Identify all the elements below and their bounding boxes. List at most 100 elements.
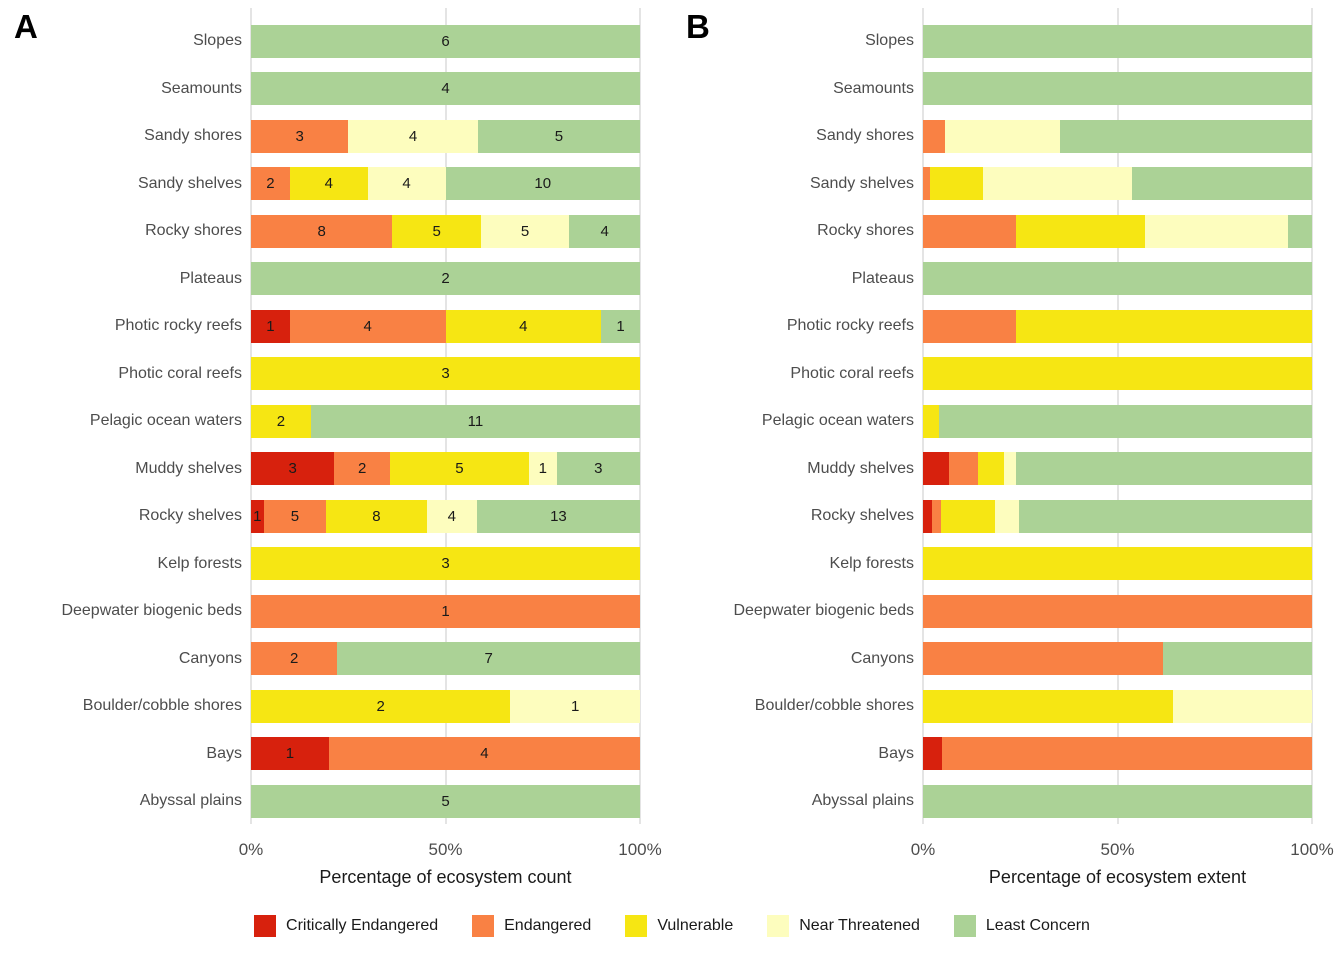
segment-value-label: 4: [324, 175, 333, 192]
category-label-boulder-cobble-shores: Boulder/cobble shores: [82, 697, 242, 714]
category-label-abyssal-plains: Abyssal plains: [811, 792, 914, 809]
bar-segment-near-threatened: 4: [367, 167, 446, 200]
segment-value-label: 5: [441, 792, 450, 810]
x-tick-label: 0%: [910, 840, 936, 859]
gridline: [1311, 8, 1313, 824]
category-label-kelp-forests: Kelp forests: [829, 554, 914, 572]
bar-segment-least-concern: [1059, 119, 1312, 153]
bar-segment-endangered: [949, 452, 978, 485]
bar-segment-least-concern: [1163, 642, 1312, 675]
bar-segment-near-threatened: [982, 167, 1132, 200]
bar-segment-near-threatened: 5: [480, 214, 570, 248]
bar-segment-vulnerable: [923, 357, 1312, 390]
bar-segment-critically-endangered: [923, 452, 950, 485]
bar-segment-endangered: 4: [289, 309, 446, 343]
bar-segment-critically-endangered: 1: [251, 499, 264, 533]
category-label-photic-coral-reefs: Photic coral reefs: [118, 364, 242, 382]
category-label-deepwater-biogenic-beds: Deepwater biogenic beds: [733, 602, 914, 619]
segment-value-label: 3: [288, 460, 297, 477]
bar-row-photic-rocky-reefs: 1 4 4 1: [251, 309, 640, 343]
category-label-seamounts: Seamounts: [161, 79, 242, 97]
segment-value-label: 2: [441, 270, 450, 287]
legend-item-vulnerable: Vulnerable: [625, 915, 733, 937]
bar-row-canyons: [923, 642, 1312, 675]
bar-segment-least-concern: [1131, 167, 1312, 200]
bar-segment-vulnerable: 5: [389, 452, 529, 485]
bar-row-kelp-forests: [923, 547, 1312, 580]
bar-segment-critically-endangered: [923, 737, 943, 770]
bar-segment-least-concern: 1: [601, 309, 640, 343]
segment-value-label: 7: [484, 650, 493, 667]
category-label-muddy-shelves: Muddy shelves: [807, 459, 914, 477]
segment-value-label: 5: [554, 127, 564, 145]
segment-value-label: 1: [441, 602, 450, 620]
x-tick-label: 100%: [1290, 840, 1334, 859]
x-tick-label: 50%: [1100, 840, 1135, 859]
segment-value-label: 2: [266, 175, 275, 192]
category-label-photic-rocky-reefs: Photic rocky reefs: [114, 317, 242, 334]
gridline: [639, 8, 641, 824]
legend-label: Endangered: [504, 917, 592, 934]
segment-value-label: 2: [376, 697, 385, 715]
bar-segment-near-threatened: [1173, 689, 1312, 723]
bar-segment-least-concern: 7: [337, 642, 640, 675]
bar-segment-endangered: [923, 594, 1312, 628]
segment-value-label: 1: [253, 507, 262, 525]
bar-row-rocky-shores: [923, 214, 1313, 248]
bar-segment-vulnerable: [923, 404, 939, 438]
segment-value-label: 4: [363, 317, 372, 335]
bar-segment-least-concern: 2: [251, 262, 640, 295]
bar-row-photic-coral-reefs: [923, 357, 1312, 390]
bar-row-photic-rocky-reefs: [923, 309, 1312, 343]
bar-segment-vulnerable: 2: [251, 689, 511, 723]
panel-a-letter: A: [14, 8, 38, 45]
legend-item-endangered: Endangered: [472, 915, 591, 937]
bar-segment-vulnerable: 2: [251, 404, 311, 438]
category-label-rocky-shores: Rocky shores: [817, 222, 914, 239]
legend: Critically Endangered Endangered Vulnerabl…: [0, 915, 1344, 937]
bar-segment-least-concern: [1019, 499, 1313, 533]
legend-item-near-threatened: Near Threatened: [767, 915, 920, 937]
category-label-slopes: Slopes: [865, 32, 914, 49]
segment-value-label: 11: [467, 412, 484, 430]
category-label-photic-rocky-reefs: Photic rocky reefs: [786, 317, 914, 334]
bar-segment-vulnerable: [1015, 309, 1312, 343]
segment-value-label: 1: [266, 317, 275, 335]
bar-segment-vulnerable: 8: [326, 499, 427, 533]
bar-segment-least-concern: 5: [477, 119, 640, 153]
segment-value-label: 5: [455, 460, 464, 477]
bar-segment-near-threatened: [1144, 214, 1289, 248]
bar-segment-vulnerable: [977, 452, 1004, 485]
category-label-plateaus: Plateaus: [179, 269, 242, 287]
bar-segment-near-threatened: [995, 499, 1020, 533]
bar-segment-endangered: [923, 309, 1016, 343]
segment-value-label: 5: [520, 222, 530, 240]
category-label-rocky-shores: Rocky shores: [145, 222, 242, 239]
bar-row-muddy-shelves: [923, 452, 1312, 485]
bar-segment-vulnerable: [930, 167, 983, 200]
bar-row-seamounts: 4: [251, 72, 640, 105]
category-label-sandy-shelves: Sandy shelves: [809, 174, 914, 192]
bar-segment-endangered: 4: [328, 737, 640, 770]
segment-value-label: 13: [550, 507, 567, 525]
segment-value-label: 1: [570, 697, 580, 715]
segment-value-label: 4: [480, 745, 489, 762]
legend-label: Vulnerable: [657, 917, 734, 934]
bar-segment-endangered: [923, 214, 1016, 248]
bar-row-seamounts: [923, 72, 1312, 105]
category-label-muddy-shelves: Muddy shelves: [135, 459, 242, 477]
x-tick-label: 0%: [238, 840, 264, 859]
bar-row-bays: [923, 737, 1312, 770]
segment-value-label: 6: [441, 32, 450, 50]
segment-value-label: 5: [290, 507, 300, 525]
bar-segment-least-concern: [923, 72, 1312, 105]
category-label-rocky-shelves: Rocky shelves: [138, 507, 242, 524]
panel-b-letter: B: [686, 8, 710, 45]
segment-value-label: 1: [285, 745, 295, 762]
bar-row-plateaus: 2: [251, 262, 640, 295]
segment-value-label: 5: [432, 222, 441, 240]
bar-segment-least-concern: 6: [251, 24, 640, 58]
